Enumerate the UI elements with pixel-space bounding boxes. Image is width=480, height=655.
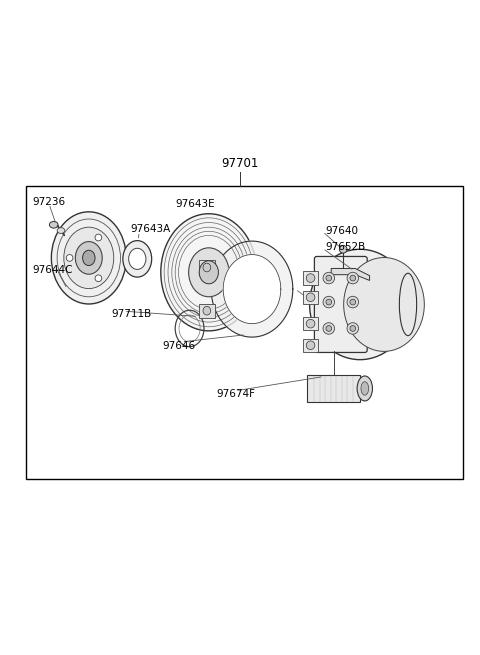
Text: 97643A: 97643A [131,223,171,234]
Bar [303,271,318,285]
Ellipse shape [189,248,229,297]
Text: 97711B: 97711B [111,309,152,319]
Ellipse shape [57,228,65,233]
Ellipse shape [326,326,332,331]
Ellipse shape [323,296,335,308]
Ellipse shape [323,323,335,334]
Ellipse shape [95,234,102,241]
Text: 97236: 97236 [33,196,66,207]
Ellipse shape [347,272,359,284]
Ellipse shape [347,296,359,308]
Ellipse shape [306,341,315,350]
Ellipse shape [344,257,424,351]
Ellipse shape [95,275,102,282]
Ellipse shape [306,320,315,328]
Ellipse shape [347,323,359,334]
Text: 97701: 97701 [221,157,259,170]
Bar [303,291,318,304]
Ellipse shape [323,272,335,284]
Ellipse shape [203,307,211,315]
Polygon shape [211,241,293,337]
Ellipse shape [51,212,126,304]
Ellipse shape [129,248,146,269]
Ellipse shape [83,250,95,265]
Bar [303,317,318,330]
Ellipse shape [350,299,356,305]
Ellipse shape [326,299,332,305]
Ellipse shape [49,221,58,228]
Polygon shape [223,255,281,324]
Text: 97652B: 97652B [325,242,365,252]
Text: 97643E: 97643E [175,198,215,209]
Ellipse shape [350,326,356,331]
Ellipse shape [75,242,102,274]
Ellipse shape [199,261,218,284]
Ellipse shape [326,275,332,281]
Ellipse shape [350,275,356,281]
Bar [303,339,318,352]
Ellipse shape [310,250,410,360]
Ellipse shape [203,263,211,272]
Ellipse shape [66,255,73,261]
Bar [26,186,463,479]
Bar [199,303,215,318]
Text: 97640: 97640 [325,225,358,236]
Bar [199,260,215,274]
Polygon shape [331,269,370,280]
Ellipse shape [306,293,315,301]
Ellipse shape [361,382,369,395]
Text: 97674F: 97674F [216,388,255,399]
Ellipse shape [161,214,257,331]
Bar [307,375,360,402]
Ellipse shape [357,376,372,401]
Ellipse shape [399,273,417,335]
Ellipse shape [306,274,315,282]
Ellipse shape [123,240,152,277]
Ellipse shape [64,227,114,289]
Text: 97644C: 97644C [33,265,73,275]
Text: 97646: 97646 [162,341,195,350]
FancyBboxPatch shape [314,257,367,352]
Ellipse shape [339,246,347,253]
